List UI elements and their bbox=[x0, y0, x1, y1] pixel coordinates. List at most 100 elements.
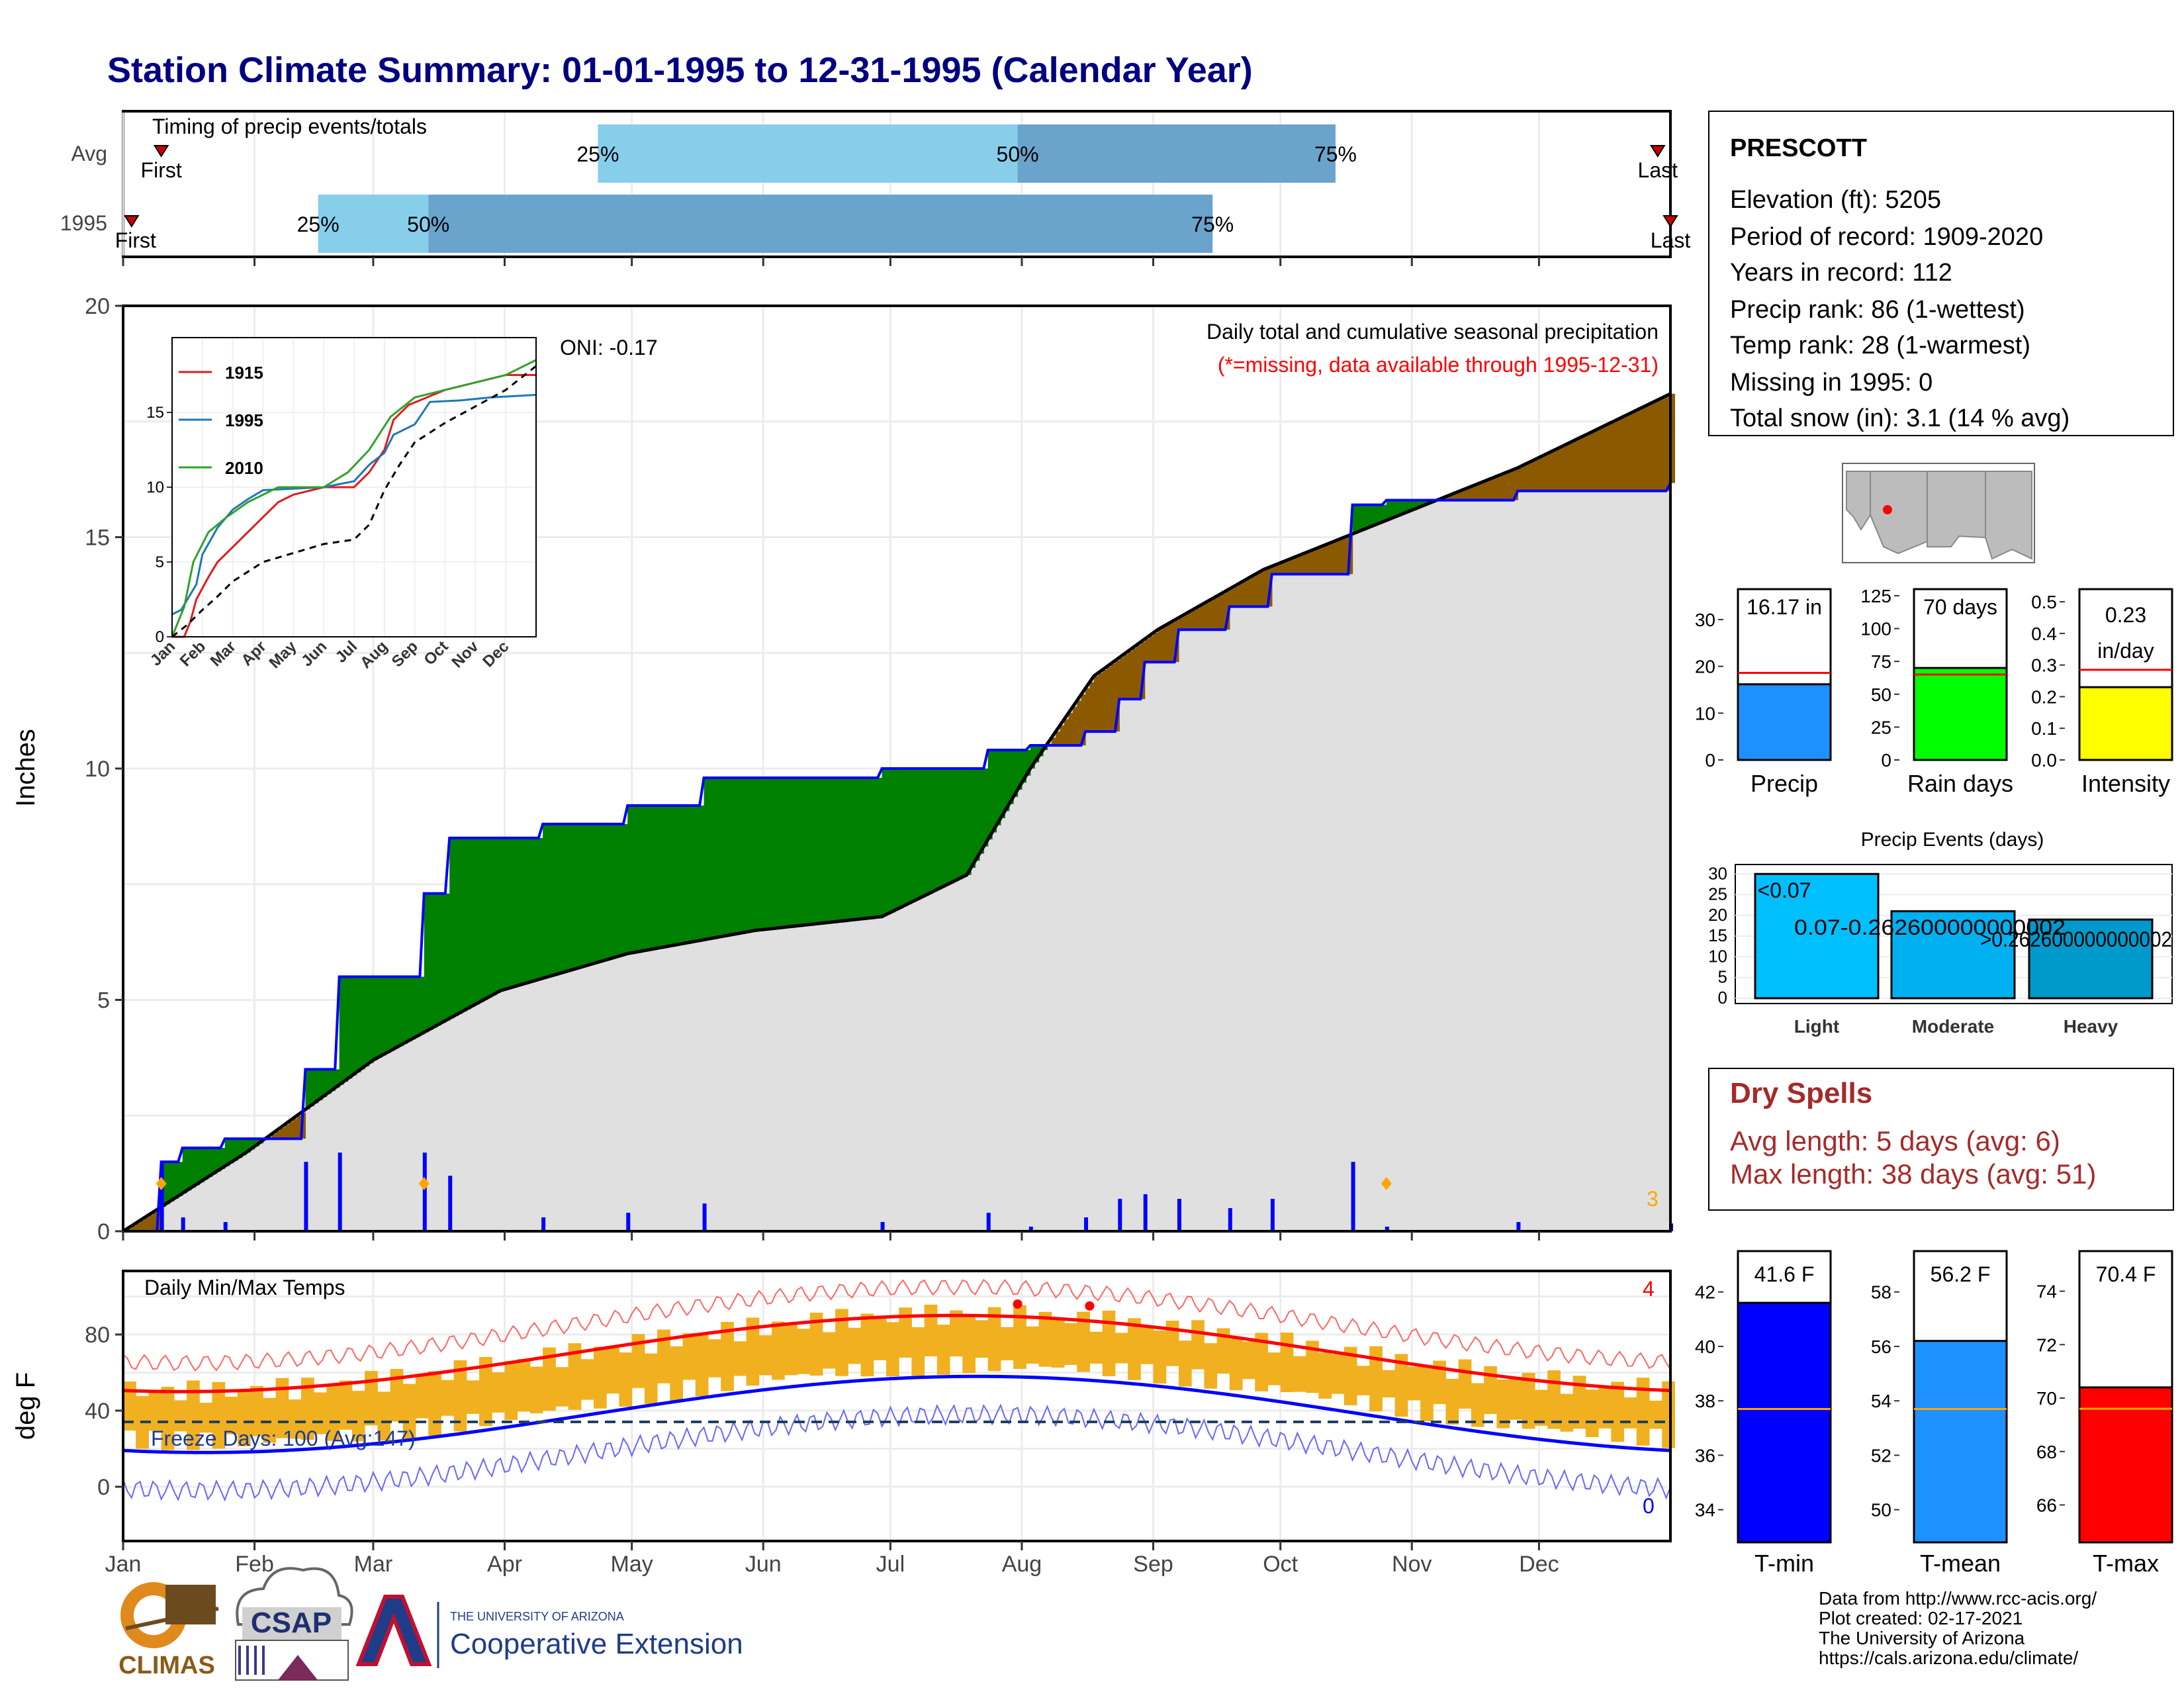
ua-small-text: THE UNIVERSITY OF ARIZONA bbox=[450, 1610, 624, 1623]
daily-temp-bar bbox=[390, 1369, 404, 1422]
daily-temp-bar bbox=[402, 1383, 416, 1439]
summary-bar-charts: 0 10 20 30 0 25 50 75 100 125 0.0 0.1 0.2 0.3 0.4 0.5 bbox=[1695, 586, 2173, 771]
daily-temp-bar bbox=[314, 1392, 327, 1434]
temp-summary-tick-label: 34 bbox=[1695, 1500, 1715, 1521]
intensity-bar-xlabel: Intensity bbox=[2081, 770, 2170, 797]
daily-temp-bar bbox=[1458, 1359, 1472, 1409]
daily-temp-bar bbox=[1128, 1318, 1141, 1380]
daily-temp-bar bbox=[1204, 1343, 1218, 1389]
daily-temp-bar bbox=[1242, 1341, 1255, 1380]
events-category-label: Heavy bbox=[2064, 1016, 2118, 1037]
daily-precip-bar bbox=[1385, 1227, 1389, 1231]
summary-bar-tick-label: 0.1 bbox=[2031, 718, 2057, 739]
daily-temp-bar bbox=[1407, 1366, 1421, 1401]
daily-temp-bar bbox=[1293, 1356, 1306, 1392]
daily-temp-bar bbox=[835, 1309, 848, 1376]
csap-logo: CSAP bbox=[235, 1567, 353, 1681]
record-markers bbox=[1013, 1299, 1095, 1311]
oni-label: ONI: -0.17 bbox=[560, 336, 658, 359]
daily-temp-bar bbox=[606, 1346, 619, 1394]
precip-corner-count: 3 bbox=[1647, 1187, 1659, 1211]
temp-summary-tick-label: 42 bbox=[1695, 1282, 1715, 1303]
precip-ylabel: Inches bbox=[11, 729, 40, 807]
daily-precip-bar bbox=[338, 1152, 342, 1231]
record-max-line bbox=[122, 1278, 1671, 1372]
daily-temp-bar bbox=[1394, 1354, 1408, 1417]
daily-temp-bar bbox=[466, 1380, 480, 1414]
daily-temp-bar bbox=[1343, 1346, 1357, 1405]
average-cumulative-area bbox=[123, 393, 1670, 1231]
precip-bar-xlabel: Precip bbox=[1751, 770, 1818, 797]
last-event-marker bbox=[1649, 145, 1666, 158]
inset-line-2010 bbox=[171, 359, 537, 637]
tmin-bar-label: 41.6 F bbox=[1754, 1262, 1815, 1286]
tmean-bar-label: 56.2 F bbox=[1931, 1262, 1991, 1286]
daily-temp-bar bbox=[1000, 1327, 1014, 1360]
precip-ytick-label: 10 bbox=[85, 757, 110, 782]
daily-temp-bar bbox=[1382, 1370, 1396, 1398]
daily-temp-bar bbox=[326, 1383, 340, 1441]
daily-precip-bar bbox=[1177, 1199, 1181, 1231]
events-bar-label-light: <0.07 bbox=[1758, 878, 1811, 902]
daily-temp-bar bbox=[148, 1391, 162, 1431]
station-line-years: Years in record: 112 bbox=[1730, 259, 1952, 287]
last-event-label: Last bbox=[1638, 158, 1678, 182]
below-average-area bbox=[127, 393, 1676, 1231]
station-info-box: PRESCOTT Elevation (ft): 5205 Period of … bbox=[1708, 111, 2174, 436]
precip-panel: 0 5 10 15 20 Inches Daily total and cumulati… bbox=[11, 257, 1676, 1244]
temp-summary-tick-label: 56 bbox=[1871, 1336, 1891, 1357]
month-label: Jun bbox=[745, 1552, 782, 1577]
daily-temp-bar bbox=[1598, 1387, 1612, 1429]
daily-temp-bar bbox=[987, 1307, 1001, 1372]
events-tick-label: 20 bbox=[1708, 905, 1727, 925]
daily-temp-bar bbox=[822, 1332, 836, 1369]
raindays-bar-xlabel: Rain days bbox=[1907, 770, 2013, 797]
daily-temp-bar bbox=[1191, 1320, 1205, 1370]
timing-bar-25-50 bbox=[318, 195, 429, 253]
daily-temp-bar bbox=[1216, 1328, 1230, 1374]
month-label: May bbox=[611, 1552, 653, 1577]
daily-temp-bar bbox=[1013, 1305, 1026, 1369]
temp-summary-tick-label: 68 bbox=[2036, 1442, 2057, 1462]
precip-y-axis: 0 5 10 15 20 bbox=[85, 294, 123, 1244]
daily-temp-bar bbox=[1585, 1389, 1599, 1437]
station-line-elevation: Elevation (ft): 5205 bbox=[1730, 186, 1941, 214]
daily-temp-bar bbox=[123, 1382, 136, 1431]
footer-plot-created: Plot created: 02-17-2021 bbox=[1819, 1608, 2023, 1628]
precip-ytick-label: 5 bbox=[97, 988, 110, 1013]
snow-marker bbox=[156, 1177, 167, 1190]
inset-line-1995 bbox=[171, 394, 537, 616]
daily-precip-bar bbox=[1516, 1222, 1521, 1231]
university-of-arizona-logo: THE UNIVERSITY OF ARIZONA Cooperative Ex… bbox=[355, 1595, 743, 1668]
daily-temp-bar bbox=[237, 1389, 251, 1446]
daily-temp-bar bbox=[428, 1371, 441, 1436]
temp-summary-tick-label: 74 bbox=[2036, 1282, 2057, 1302]
daily-temp-bar bbox=[594, 1346, 607, 1409]
climas-logo: CLIMAS bbox=[118, 1582, 219, 1679]
daily-temp-bar bbox=[288, 1399, 302, 1439]
daily-temp-bar bbox=[733, 1341, 747, 1376]
freeze-days-label: Freeze Days: 100 (Avg:147) bbox=[151, 1427, 416, 1450]
month-label: Dec bbox=[1519, 1552, 1559, 1577]
daily-precip-bar bbox=[1270, 1199, 1275, 1231]
daily-precip-bar bbox=[1028, 1227, 1033, 1231]
temp-panel: Daily Min/Max Temps Freeze Days: 100 (Av… bbox=[11, 1270, 1675, 1577]
summary-bar-tick-label: 125 bbox=[1860, 586, 1891, 606]
daily-temp-bar bbox=[250, 1385, 263, 1436]
snow-markers bbox=[156, 1177, 1392, 1190]
daily-temp-bar bbox=[301, 1378, 314, 1440]
daily-precip-bar bbox=[159, 1162, 164, 1231]
events-tick-label: 0 bbox=[1718, 988, 1727, 1008]
daily-temp-bar bbox=[772, 1321, 785, 1380]
temp-summary-tick-label: 66 bbox=[2036, 1495, 2057, 1515]
daily-temp-bar bbox=[161, 1386, 175, 1450]
average-cumulative-line bbox=[122, 392, 1672, 1233]
inset-legend-label: 1995 bbox=[225, 410, 263, 430]
daily-temp-bar bbox=[1331, 1354, 1345, 1394]
daily-precip-bar bbox=[986, 1213, 991, 1231]
observed-cumulative-line bbox=[123, 482, 1672, 1233]
daily-temp-bar bbox=[631, 1334, 645, 1388]
daily-temp-bar bbox=[797, 1329, 811, 1374]
summary-bar-fill bbox=[2078, 686, 2173, 761]
station-line-period: Period of record: 1909-2020 bbox=[1730, 223, 2043, 251]
